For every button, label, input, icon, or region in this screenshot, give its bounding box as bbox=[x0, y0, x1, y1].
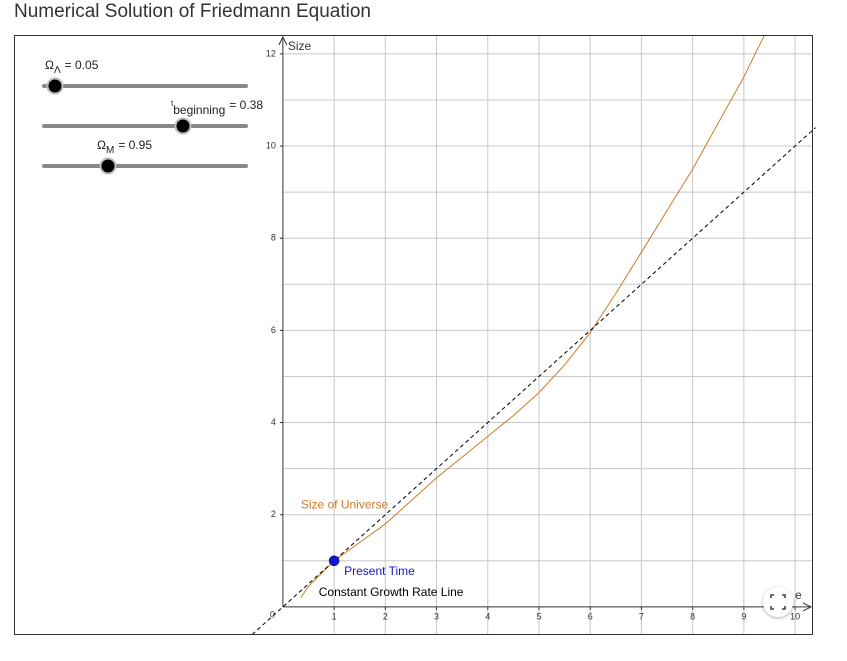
y-tick-label: 2 bbox=[271, 509, 276, 519]
y-axis-arrow bbox=[278, 35, 288, 46]
slider-symbol: Ω bbox=[97, 138, 106, 152]
x-tick-label: 3 bbox=[434, 611, 439, 621]
x-tick-label: 7 bbox=[639, 611, 644, 621]
slider-label: ΩM = 0.95 bbox=[97, 138, 152, 155]
y-axis-label: Size bbox=[288, 39, 312, 53]
fullscreen-button[interactable] bbox=[763, 587, 793, 617]
x-tick-label: 6 bbox=[588, 611, 593, 621]
series-label: Size of Universe bbox=[301, 498, 389, 512]
x-tick-label: 10 bbox=[790, 611, 800, 621]
x-tick-label: 8 bbox=[690, 611, 695, 621]
fullscreen-icon bbox=[770, 594, 786, 610]
x-tick-label: 2 bbox=[383, 611, 388, 621]
series-label: Constant Growth Rate Line bbox=[319, 585, 464, 599]
x-tick-label: 4 bbox=[485, 611, 490, 621]
slider-value: = 0.05 bbox=[65, 58, 99, 72]
x-axis-arrow bbox=[802, 602, 813, 612]
slider-label: tbeginning = 0.38 bbox=[171, 98, 263, 117]
x-tick-label: 9 bbox=[741, 611, 746, 621]
slider-label: ΩΛ = 0.05 bbox=[45, 58, 99, 75]
y-tick-label: 12 bbox=[266, 48, 276, 58]
slider-subscript: M bbox=[106, 145, 114, 156]
frame bbox=[14, 35, 813, 635]
y-tick-label: 10 bbox=[266, 140, 276, 150]
series-line bbox=[300, 35, 765, 598]
origin-label: 0 bbox=[270, 609, 275, 619]
slider-knob[interactable] bbox=[176, 119, 190, 133]
button-bg[interactable] bbox=[763, 587, 793, 617]
x-axis-label: e bbox=[795, 588, 802, 602]
y-tick-label: 6 bbox=[271, 325, 276, 335]
series-line bbox=[251, 127, 816, 635]
point bbox=[328, 555, 340, 567]
x-tick-label: 5 bbox=[536, 611, 541, 621]
slider-value: = 0.38 bbox=[229, 98, 263, 112]
page-title: Numerical Solution of Friedmann Equation bbox=[14, 1, 371, 22]
x-tick-label: 1 bbox=[332, 611, 337, 621]
point-label: Present Time bbox=[344, 564, 415, 578]
y-tick-label: 8 bbox=[271, 233, 276, 243]
slider-symbol: Ω bbox=[45, 58, 54, 72]
slider-value: = 0.95 bbox=[118, 138, 152, 152]
slider-subscript: Λ bbox=[54, 65, 61, 76]
slider-knob[interactable] bbox=[101, 159, 115, 173]
y-tick-label: 4 bbox=[271, 417, 276, 427]
slider-knob[interactable] bbox=[48, 79, 62, 93]
slider-subscript: beginning bbox=[173, 103, 225, 117]
slider-symbol: t bbox=[171, 99, 174, 108]
